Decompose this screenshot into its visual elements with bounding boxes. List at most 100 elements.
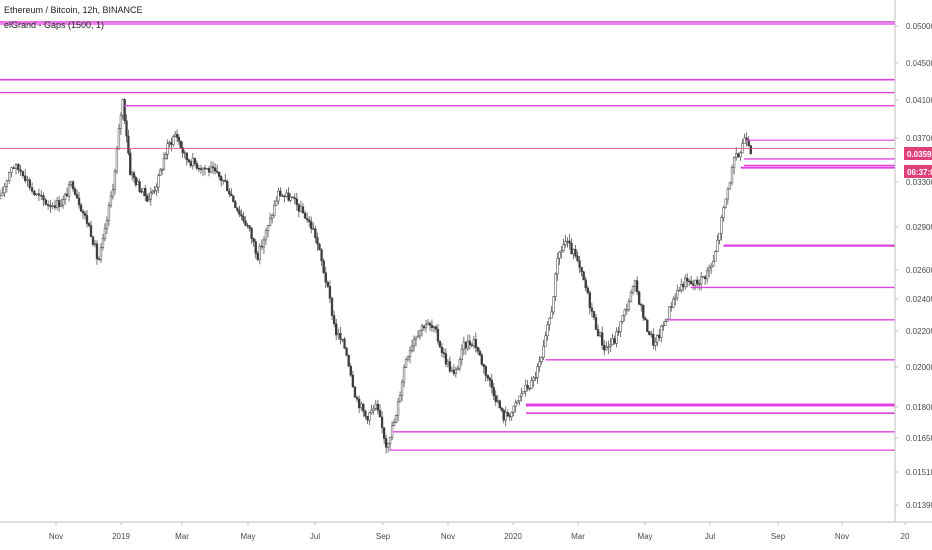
candle: [462, 336, 466, 356]
candle: [326, 280, 329, 289]
candle: [410, 339, 414, 353]
indicator-title[interactable]: elGrand - Gaps (1500, 1): [4, 20, 105, 30]
candle: [386, 442, 390, 453]
y-tick-label: 0.024000: [906, 295, 932, 304]
candle: [658, 328, 661, 341]
candle: [262, 236, 266, 255]
candle: [396, 397, 400, 422]
candle: [480, 352, 483, 366]
x-tick-label: Jul: [310, 532, 320, 541]
countdown-badge-text: 06:37:05: [907, 168, 932, 177]
x-tick-label: 2020: [504, 532, 522, 541]
candle: [619, 321, 622, 337]
candle: [73, 186, 77, 196]
candle: [162, 152, 166, 171]
candle: [654, 337, 657, 351]
x-tick-label: Nov: [835, 532, 849, 541]
candle: [678, 286, 681, 292]
candle: [617, 326, 620, 337]
candle: [21, 170, 25, 179]
candle: [246, 222, 249, 229]
candle: [320, 248, 323, 266]
time-axis[interactable]: Nov 2019 Mar May Jul Sep Nov 2020 Mar May Jul Sep No…: [49, 522, 910, 541]
candle: [688, 278, 691, 287]
candle: [384, 434, 388, 454]
candle: [710, 262, 713, 274]
candle: [538, 356, 541, 373]
candle: [256, 250, 259, 262]
candle: [739, 151, 742, 161]
x-tick-label: May: [240, 532, 255, 541]
candle: [418, 329, 422, 340]
candle: [10, 166, 13, 178]
candle: [623, 308, 626, 322]
candle: [749, 144, 752, 155]
candle: [520, 387, 523, 402]
y-tick-label: 0.022000: [906, 327, 932, 336]
candle: [615, 327, 618, 348]
y-tick-label: 0.018000: [906, 403, 932, 412]
candle: [0, 189, 2, 200]
candle: [468, 334, 471, 350]
candle: [213, 163, 217, 175]
candle: [390, 421, 394, 441]
candle: [65, 187, 69, 197]
candle: [726, 187, 730, 205]
candle: [730, 164, 734, 186]
candle: [638, 290, 641, 306]
candle: [735, 147, 738, 161]
x-tick-label: Mar: [175, 532, 189, 541]
candle: [436, 324, 440, 345]
candle: [747, 136, 750, 147]
candle: [454, 366, 458, 378]
candle: [544, 331, 547, 347]
candle: [680, 278, 683, 294]
candle: [712, 254, 715, 267]
candle: [686, 273, 689, 288]
candle: [584, 276, 587, 292]
candle: [474, 332, 477, 353]
candle: [289, 193, 292, 203]
candle: [670, 301, 673, 312]
candle: [576, 251, 579, 263]
price-axis-bg: [895, 0, 932, 550]
candle: [452, 364, 456, 377]
candle: [51, 202, 54, 210]
candle: [242, 211, 245, 224]
candle: [228, 188, 231, 198]
candle: [490, 373, 493, 394]
candle: [590, 302, 594, 318]
candle: [293, 193, 296, 205]
candle: [492, 382, 495, 401]
candle: [526, 380, 529, 392]
candle: [380, 411, 384, 434]
candle: [696, 276, 699, 289]
candle: [631, 285, 635, 296]
candle: [105, 216, 109, 235]
candle: [145, 193, 149, 203]
candle: [83, 210, 87, 220]
x-tick-label: Sep: [376, 532, 391, 541]
candle: [205, 168, 209, 170]
price-axis[interactable]: 0.050000 0.045000 0.041000 0.037000 0.033000…: [895, 22, 932, 510]
candle: [528, 387, 531, 392]
candle: [743, 133, 746, 144]
candle: [183, 149, 186, 159]
candle: [406, 355, 410, 362]
candle: [486, 374, 489, 381]
candle: [530, 376, 533, 390]
candle: [59, 198, 63, 208]
candle: [470, 342, 473, 348]
candle: [366, 415, 369, 425]
candle: [408, 346, 412, 364]
candle: [322, 258, 325, 275]
candle: [605, 341, 608, 351]
candle: [75, 189, 79, 199]
symbol-title[interactable]: Ethereum / Bitcoin, 12h, BINANCE: [4, 5, 143, 15]
candle: [388, 436, 392, 450]
candle: [177, 134, 181, 146]
candle: [478, 347, 481, 357]
y-tick-label: 0.013900: [906, 501, 932, 510]
candle: [586, 285, 589, 295]
